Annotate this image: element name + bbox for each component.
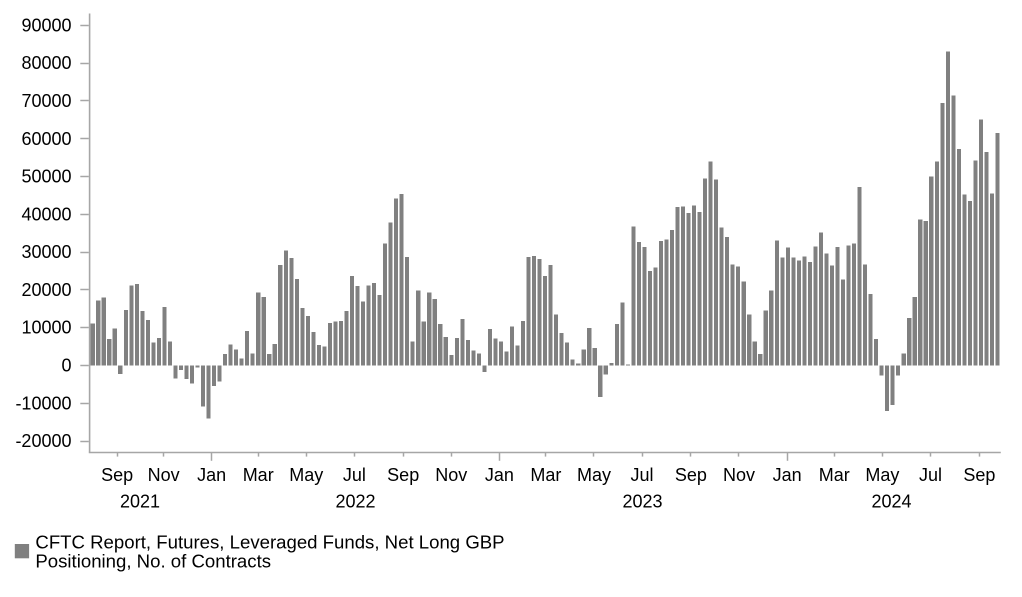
svg-text:Jul: Jul: [919, 465, 942, 485]
svg-text:Mar: Mar: [530, 465, 561, 485]
svg-text:0: 0: [61, 356, 71, 376]
svg-text:90000: 90000: [21, 15, 71, 35]
svg-text:Sep: Sep: [963, 465, 995, 485]
svg-text:Nov: Nov: [148, 465, 180, 485]
svg-text:2022: 2022: [335, 492, 375, 512]
svg-text:Jan: Jan: [485, 465, 514, 485]
svg-text:10000: 10000: [21, 318, 71, 338]
svg-text:2023: 2023: [622, 492, 662, 512]
svg-text:2024: 2024: [871, 492, 911, 512]
svg-text:CFTC Report, Futures, Leverage: CFTC Report, Futures, Leveraged Funds, N…: [35, 532, 504, 553]
svg-text:Positioning, No. of Contracts: Positioning, No. of Contracts: [35, 550, 271, 571]
svg-text:Jan: Jan: [197, 465, 226, 485]
svg-text:30000: 30000: [21, 242, 71, 262]
svg-text:50000: 50000: [21, 167, 71, 187]
svg-text:Mar: Mar: [243, 465, 274, 485]
svg-text:May: May: [577, 465, 611, 485]
svg-text:May: May: [865, 465, 899, 485]
svg-text:40000: 40000: [21, 204, 71, 224]
svg-text:60000: 60000: [21, 129, 71, 149]
svg-text:Sep: Sep: [387, 465, 419, 485]
svg-text:Sep: Sep: [675, 465, 707, 485]
svg-text:Nov: Nov: [435, 465, 467, 485]
svg-text:May: May: [289, 465, 323, 485]
svg-text:Nov: Nov: [723, 465, 755, 485]
svg-text:Mar: Mar: [819, 465, 850, 485]
svg-text:2021: 2021: [120, 492, 160, 512]
svg-text:20000: 20000: [21, 280, 71, 300]
svg-text:-10000: -10000: [15, 393, 71, 413]
svg-text:80000: 80000: [21, 53, 71, 73]
svg-text:Jul: Jul: [343, 465, 366, 485]
svg-text:Jan: Jan: [773, 465, 802, 485]
svg-text:-20000: -20000: [15, 431, 71, 451]
svg-text:Jul: Jul: [630, 465, 653, 485]
svg-text:70000: 70000: [21, 91, 71, 111]
svg-text:Sep: Sep: [101, 465, 133, 485]
